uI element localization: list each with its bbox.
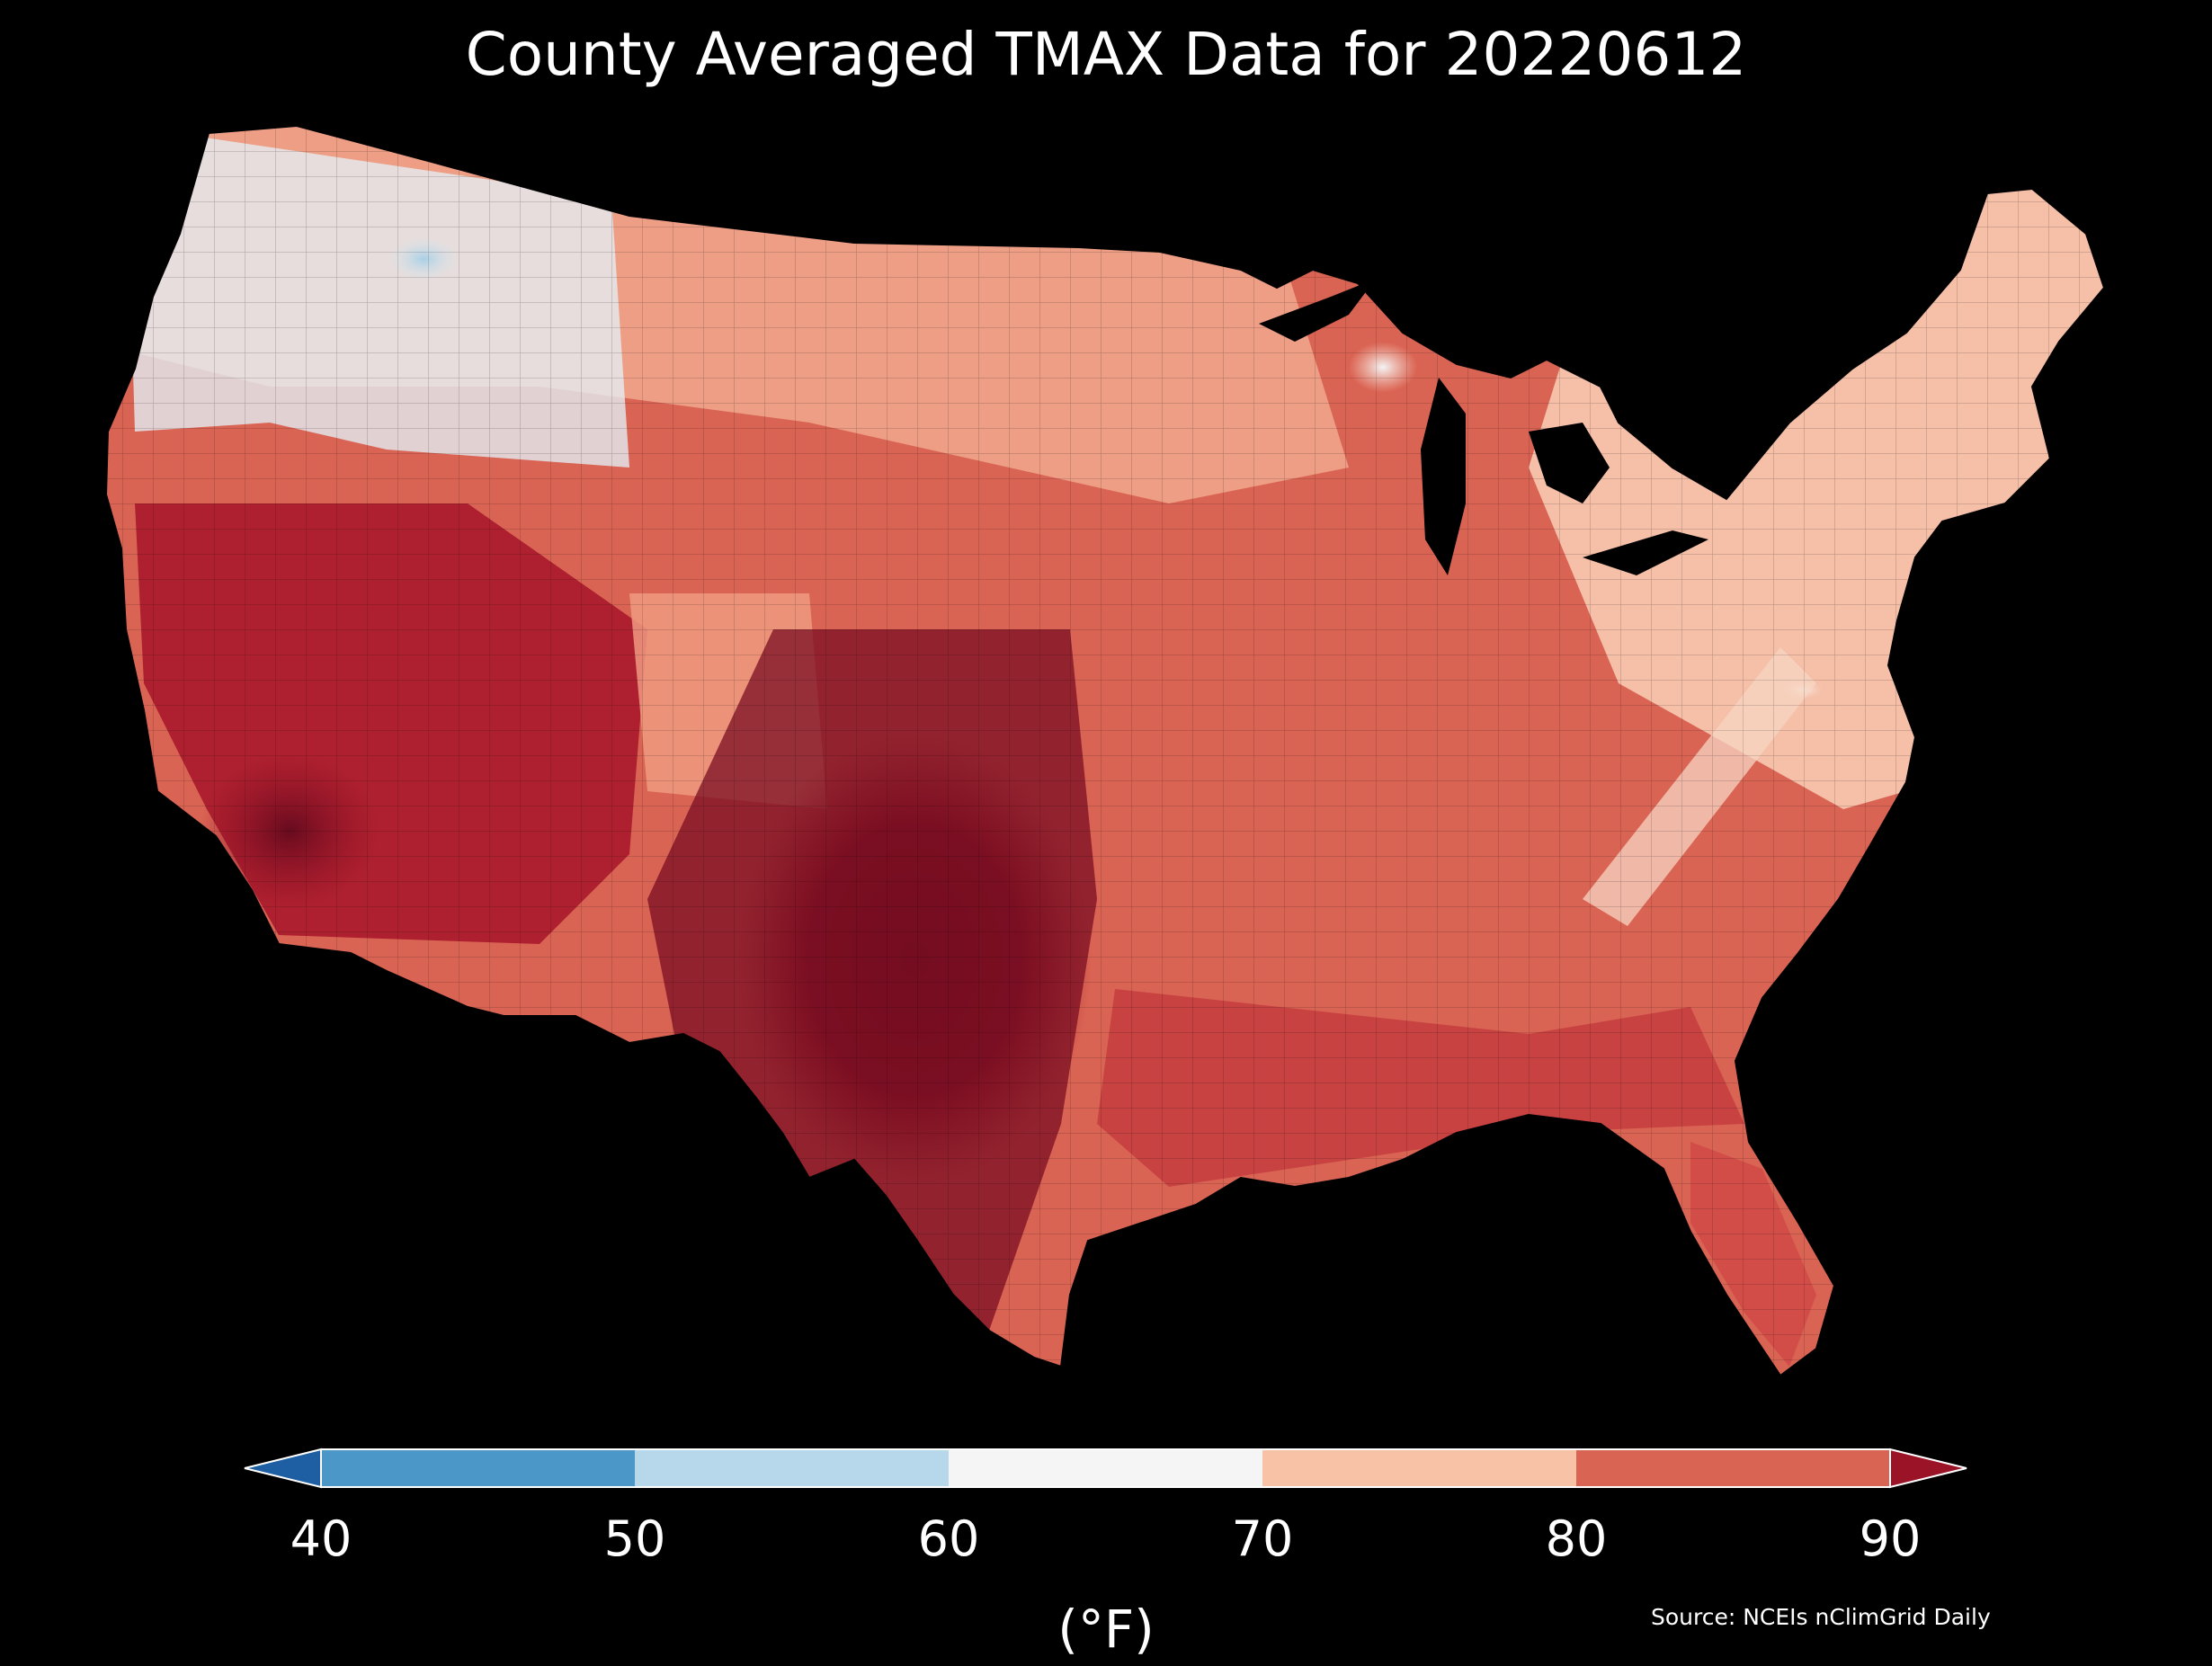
us-outline [104, 124, 2106, 1377]
lake-superior [1259, 279, 1376, 342]
lake-erie [1583, 530, 1708, 575]
colorbar-bins [244, 1448, 1967, 1489]
colorbar-frame [320, 1448, 1891, 1488]
source-note: Source: NCEIs nClimGrid Daily [1651, 1604, 1991, 1630]
colorbar-extend-high [1889, 1448, 1967, 1489]
colorbar-unit-label: (°F) [1057, 1599, 1155, 1660]
colorbar-extend-low [244, 1448, 322, 1489]
lake-huron [1529, 423, 1610, 503]
colorbar-bin [1576, 1449, 1891, 1487]
colorbar-tick-label: 50 [603, 1510, 666, 1567]
lake-michigan [1421, 378, 1466, 575]
colorbar-tick-label: 60 [917, 1510, 980, 1567]
colorbar-tick-label: 80 [1545, 1510, 1608, 1567]
colorbar-tick-label: 70 [1231, 1510, 1294, 1567]
colorbar-bin [1262, 1449, 1577, 1487]
colorbar-bin [321, 1449, 636, 1487]
colorbar-bin [635, 1449, 950, 1487]
colorbar-tick-label: 90 [1859, 1510, 1922, 1567]
map-title: County Averaged TMAX Data for 20220612 [465, 20, 1747, 89]
colorbar-tick-label: 40 [290, 1510, 352, 1567]
colorbar-bin [949, 1449, 1263, 1487]
